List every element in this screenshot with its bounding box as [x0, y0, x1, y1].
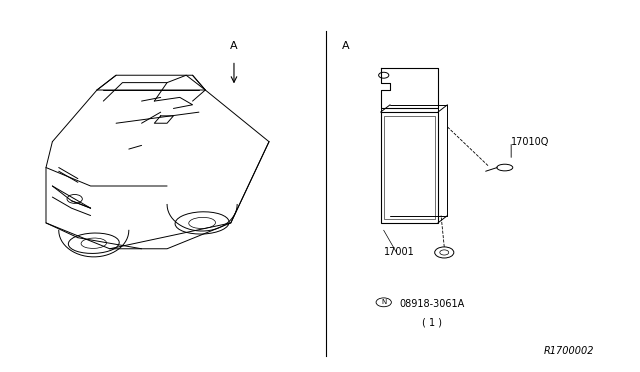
Text: N: N [381, 299, 387, 305]
Text: A: A [342, 41, 349, 51]
Text: ( 1 ): ( 1 ) [422, 318, 442, 328]
Text: R1700002: R1700002 [543, 346, 594, 356]
Text: 08918-3061A: 08918-3061A [399, 299, 465, 309]
Text: 17010Q: 17010Q [511, 137, 550, 147]
Text: A: A [230, 41, 238, 51]
Text: 17001: 17001 [384, 247, 415, 257]
